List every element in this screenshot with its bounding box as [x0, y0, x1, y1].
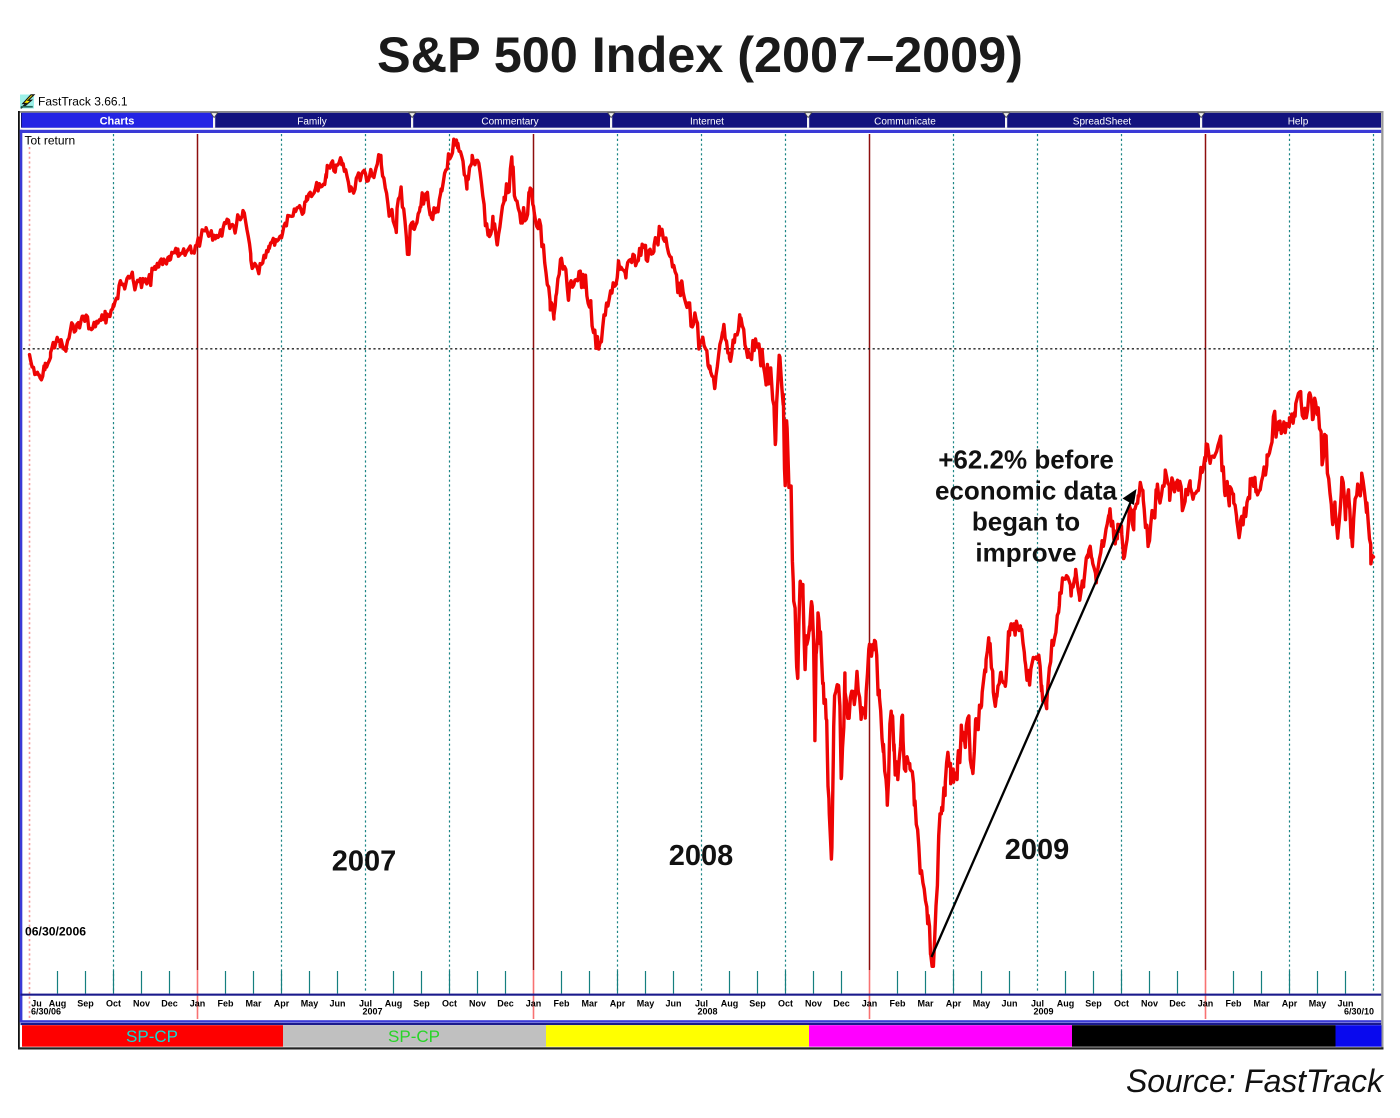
svg-text:Mar: Mar: [245, 999, 262, 1009]
svg-text:2008: 2008: [669, 840, 734, 872]
svg-text:Feb: Feb: [553, 999, 570, 1009]
svg-text:Mar: Mar: [917, 999, 934, 1009]
svg-text:Aug: Aug: [721, 999, 739, 1009]
svg-text:May: May: [637, 999, 655, 1009]
svg-text:2008: 2008: [697, 1007, 717, 1017]
svg-text:2009: 2009: [1033, 1007, 1053, 1017]
svg-text:May: May: [301, 999, 319, 1009]
svg-text:SP-CP: SP-CP: [388, 1027, 440, 1046]
svg-text:Sep: Sep: [413, 999, 430, 1009]
svg-text:Feb: Feb: [217, 999, 234, 1009]
svg-text:+62.2% before: +62.2% before: [938, 445, 1114, 475]
svg-text:Jun: Jun: [1001, 999, 1017, 1009]
svg-text:6/30/06: 6/30/06: [31, 1007, 61, 1017]
svg-text:Dec: Dec: [497, 999, 514, 1009]
svg-text:Dec: Dec: [1169, 999, 1186, 1009]
svg-text:Family: Family: [297, 117, 326, 128]
svg-text:Aug: Aug: [385, 999, 403, 1009]
svg-text:May: May: [1309, 999, 1327, 1009]
svg-text:Aug: Aug: [49, 999, 67, 1009]
svg-text:Apr: Apr: [946, 999, 962, 1009]
svg-text:Jun: Jun: [665, 999, 681, 1009]
svg-text:Charts: Charts: [100, 116, 135, 128]
svg-text:Dec: Dec: [833, 999, 850, 1009]
svg-text:Sep: Sep: [749, 999, 766, 1009]
svg-text:Jan: Jan: [190, 999, 206, 1009]
svg-text:Sep: Sep: [1085, 999, 1102, 1009]
svg-text:2007: 2007: [362, 1007, 382, 1017]
svg-text:S&P 500 Index (2007–2009): S&P 500 Index (2007–2009): [377, 26, 1023, 83]
svg-text:Oct: Oct: [1114, 999, 1129, 1009]
svg-text:Feb: Feb: [889, 999, 906, 1009]
svg-text:Jul: Jul: [359, 999, 372, 1009]
svg-text:Apr: Apr: [274, 999, 290, 1009]
svg-text:Nov: Nov: [133, 999, 150, 1009]
svg-text:economic data: economic data: [935, 476, 1118, 506]
svg-text:Communicate: Communicate: [874, 117, 936, 128]
svg-text:Tot return: Tot return: [25, 134, 76, 148]
svg-text:Mar: Mar: [1253, 999, 1270, 1009]
svg-text:Mar: Mar: [581, 999, 598, 1009]
svg-text:began to: began to: [972, 507, 1080, 537]
svg-text:Apr: Apr: [1282, 999, 1298, 1009]
svg-text:Oct: Oct: [106, 999, 121, 1009]
svg-text:Source: FastTrack: Source: FastTrack: [1126, 1063, 1385, 1099]
svg-text:Feb: Feb: [1225, 999, 1242, 1009]
svg-text:Jul: Jul: [1031, 999, 1044, 1009]
svg-text:Nov: Nov: [805, 999, 822, 1009]
svg-text:improve: improve: [975, 538, 1076, 568]
svg-text:Oct: Oct: [778, 999, 793, 1009]
svg-text:May: May: [973, 999, 991, 1009]
svg-text:Jul: Jul: [695, 999, 708, 1009]
svg-text:SP-CP: SP-CP: [126, 1027, 178, 1046]
svg-text:06/30/2006: 06/30/2006: [25, 925, 86, 939]
svg-text:2009: 2009: [1005, 834, 1070, 866]
svg-text:Sep: Sep: [77, 999, 94, 1009]
svg-text:Jan: Jan: [862, 999, 878, 1009]
svg-text:Help: Help: [1288, 117, 1309, 128]
svg-text:Nov: Nov: [469, 999, 486, 1009]
svg-text:Jan: Jan: [526, 999, 542, 1009]
svg-text:Ju: Ju: [31, 999, 42, 1009]
svg-text:Jan: Jan: [1198, 999, 1214, 1009]
svg-text:2007: 2007: [332, 846, 397, 878]
svg-text:Commentary: Commentary: [481, 117, 538, 128]
svg-text:Dec: Dec: [161, 999, 178, 1009]
svg-text:6/30/10: 6/30/10: [1344, 1007, 1374, 1017]
svg-text:SpreadSheet: SpreadSheet: [1073, 117, 1132, 128]
svg-text:Internet: Internet: [690, 117, 724, 128]
svg-text:Aug: Aug: [1057, 999, 1075, 1009]
svg-text:Jun: Jun: [1337, 999, 1353, 1009]
svg-text:Jun: Jun: [329, 999, 345, 1009]
svg-text:Oct: Oct: [442, 999, 457, 1009]
svg-text:Nov: Nov: [1141, 999, 1158, 1009]
svg-text:FastTrack 3.66.1: FastTrack 3.66.1: [38, 95, 128, 109]
svg-text:Apr: Apr: [610, 999, 626, 1009]
